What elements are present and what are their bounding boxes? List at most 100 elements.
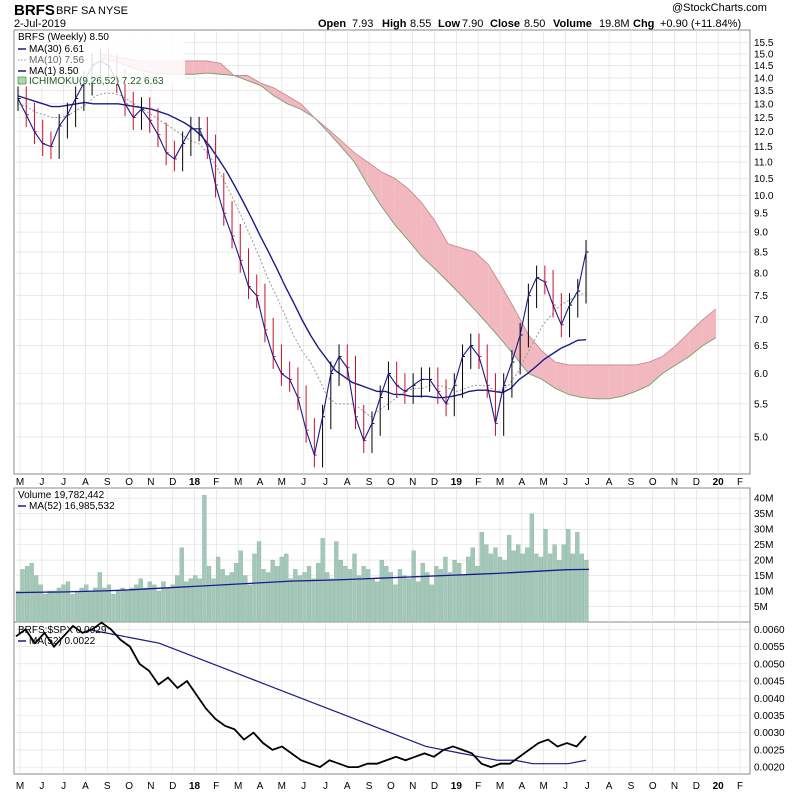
volume-bar	[138, 578, 143, 623]
volume-bar	[265, 572, 271, 623]
volume-bar	[438, 569, 444, 623]
volume-bar	[206, 566, 212, 623]
volume-bar	[170, 584, 175, 623]
volume-bar	[584, 559, 589, 623]
x-tick-label-bottom: S	[104, 781, 111, 792]
volume-bar	[370, 578, 375, 623]
x-tick-label: N	[671, 477, 678, 488]
relative-y-tick: 0.0025	[754, 745, 785, 756]
chg-value: +0.90 (+11.84%)	[660, 18, 741, 30]
volume-y-tick: 15M	[754, 571, 773, 582]
price-title: BRFS (Weekly) 8.50	[18, 32, 109, 43]
x-tick-label-bottom: S	[628, 781, 635, 792]
price-y-tick: 8.0	[754, 269, 768, 280]
volume-bar	[338, 559, 343, 623]
x-tick-label: O	[125, 477, 133, 488]
cloud-segment	[341, 140, 355, 163]
cloud-segment	[274, 88, 288, 104]
price-y-tick: 10.0	[754, 191, 774, 202]
x-tick-label-bottom: F	[213, 781, 219, 792]
price-y-tick: 11.5	[754, 142, 773, 153]
x-tick-label: N	[409, 477, 416, 488]
volume-bar	[334, 541, 339, 623]
volume-bar	[570, 553, 575, 623]
relative-ratio-line	[15, 621, 587, 769]
cloud-segment	[608, 364, 623, 399]
cloud-segment	[408, 188, 422, 257]
volume-bar	[165, 587, 171, 623]
x-tick-label-bottom: M	[496, 781, 504, 792]
volume-y-tick: 25M	[754, 540, 773, 551]
volume-bar	[543, 528, 548, 623]
ma10-line	[17, 92, 587, 418]
volume-bar	[297, 575, 303, 623]
cloud-segment	[541, 350, 556, 389]
relative-series-group	[15, 621, 587, 769]
x-tick-label-bottom: M	[234, 781, 242, 792]
ma30-line	[17, 95, 587, 399]
cloud-span-b	[99, 53, 717, 366]
cloud-segment	[702, 308, 716, 346]
volume-bar	[56, 587, 62, 623]
volume-bar	[243, 575, 248, 623]
x-tick-label: M	[234, 477, 242, 488]
x-tick-label-bottom: J	[585, 781, 590, 792]
volume-bar	[329, 578, 334, 623]
volume-bar	[352, 553, 357, 623]
x-tick-label: J	[61, 477, 66, 488]
volume-bar	[511, 550, 516, 623]
relative-y-tick: 0.0060	[754, 625, 785, 636]
x-tick-label-bottom: O	[649, 781, 657, 792]
x-tick-label: J	[39, 477, 44, 488]
x-tick-label-bottom: J	[39, 781, 44, 792]
volume-bar	[134, 584, 139, 623]
price-y-tick: 8.5	[754, 248, 768, 259]
x-tick-label: F	[737, 477, 743, 488]
volume-bar	[124, 590, 130, 623]
cloud-segment	[675, 332, 690, 365]
chg-label: Chg	[633, 18, 654, 30]
volume-bar	[234, 563, 239, 623]
symbol: BRFS	[14, 2, 55, 19]
volume-bar	[175, 575, 180, 623]
volume-bar	[306, 566, 312, 623]
x-tick-label: 20	[713, 477, 725, 488]
volume-bar	[416, 581, 421, 623]
volume-bar	[575, 532, 580, 623]
volume-bar	[566, 528, 571, 623]
x-tick-label: 19	[451, 477, 463, 488]
volume-bar	[15, 590, 21, 623]
volume-bar	[420, 563, 425, 623]
legend-ma30: MA(30) 6.61	[29, 44, 84, 55]
x-tick-label: 18	[189, 477, 201, 488]
x-tick-label: M	[496, 477, 504, 488]
volume-bar	[579, 553, 585, 623]
volume-bar	[238, 550, 243, 623]
volume-bar	[161, 581, 166, 623]
volume-legend: Volume 19,782,442 MA(52) 16,985,532	[18, 490, 115, 512]
volume-y-tick: 5M	[754, 602, 768, 613]
price-series-group	[17, 48, 589, 468]
cloud-segment	[689, 319, 703, 357]
price-y-tick: 7.5	[754, 291, 768, 302]
volume-bar	[475, 566, 480, 623]
volume-bar	[529, 513, 534, 623]
x-tick-label-bottom: M	[278, 781, 286, 792]
price-y-tick: 6.0	[754, 369, 768, 380]
volume-bar	[384, 566, 389, 623]
x-tick-label: A	[257, 477, 264, 488]
volume-bar	[552, 544, 557, 623]
volume-bar	[79, 587, 84, 623]
volume-y-tick: 40M	[754, 494, 773, 505]
high-value: 8.55	[410, 18, 431, 30]
volume-bar	[379, 559, 384, 623]
volume-bar	[461, 575, 466, 623]
x-tick-label: A	[82, 477, 89, 488]
volume-bar	[361, 566, 366, 623]
volume-bar	[525, 547, 530, 623]
volume-bar	[443, 556, 448, 623]
date: 2-Jul-2019	[14, 18, 66, 30]
volume-bar	[315, 563, 321, 623]
volume-bar	[429, 584, 434, 623]
